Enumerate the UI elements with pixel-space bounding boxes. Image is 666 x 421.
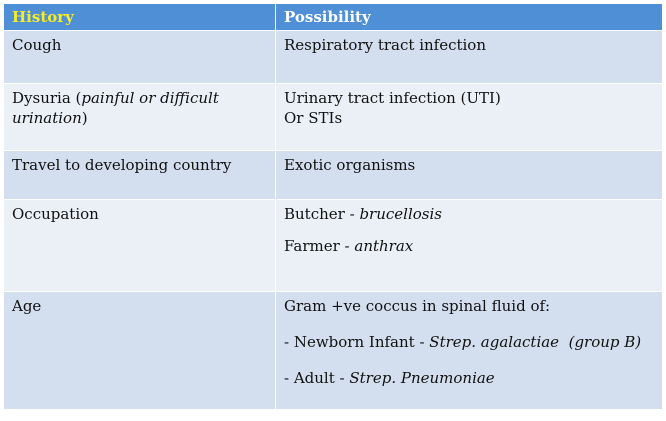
occupation-butcher: Butcher - brucellosis [284,204,654,224]
dysuria-possibility-line1: Urinary tract infection (UTI) [284,89,501,107]
age-intro: Gram +ve coccus in spinal fluid of: [284,297,551,315]
dysuria-description: painful or difficult urination [12,89,219,127]
table-row: Travel to developing country Exotic orga… [4,151,662,200]
age-possibility: Gram +ve coccus in spinal fluid of: - Ne… [276,292,662,409]
header-history: History [4,4,276,30]
history-possibility-table: History Possibility Cough Respiratory tr… [4,4,662,410]
occupation-possibility: Butcher - brucellosis Farmer - anthrax [276,200,662,291]
travel-possibility: Exotic organisms [276,151,662,199]
newborn-organism: Strep. agalactiae (group B) [429,333,642,351]
age-newborn: - Newborn Infant - Strep. agalactiae (gr… [284,332,654,352]
cough-history: Cough [4,31,276,83]
occupation-farmer: Farmer - anthrax [284,236,654,256]
butcher-disease: brucellosis [359,205,442,223]
farmer-label: Farmer - [284,237,355,255]
butcher-label: Butcher - [284,205,360,223]
table-header-row: History Possibility [4,4,662,31]
table-row: Dysuria (painful or difficult urination)… [4,84,662,151]
farmer-disease: anthrax [354,237,414,255]
dysuria-possibility: Urinary tract infection (UTI) Or STIs [276,84,662,150]
dysuria-label: Dysuria ( [12,89,82,107]
header-possibility: Possibility [276,4,662,30]
travel-history: Travel to developing country [4,151,276,199]
table-row: Age Gram +ve coccus in spinal fluid of: … [4,292,662,410]
table-row: Cough Respiratory tract infection [4,31,662,84]
dysuria-close: ) [81,109,88,127]
dysuria-history: Dysuria (painful or difficult urination) [4,84,276,150]
adult-label: - Adult - [284,369,350,387]
newborn-label: - Newborn Infant - [284,333,430,351]
age-history: Age [4,292,276,409]
age-adult: - Adult - Strep. Pneumoniae [284,368,654,388]
dysuria-possibility-line2: Or STIs [284,109,343,127]
occupation-history: Occupation [4,200,276,291]
table-row: Occupation Butcher - brucellosis Farmer … [4,200,662,292]
cough-possibility: Respiratory tract infection [276,31,662,83]
adult-organism: Strep. Pneumoniae [349,369,495,387]
